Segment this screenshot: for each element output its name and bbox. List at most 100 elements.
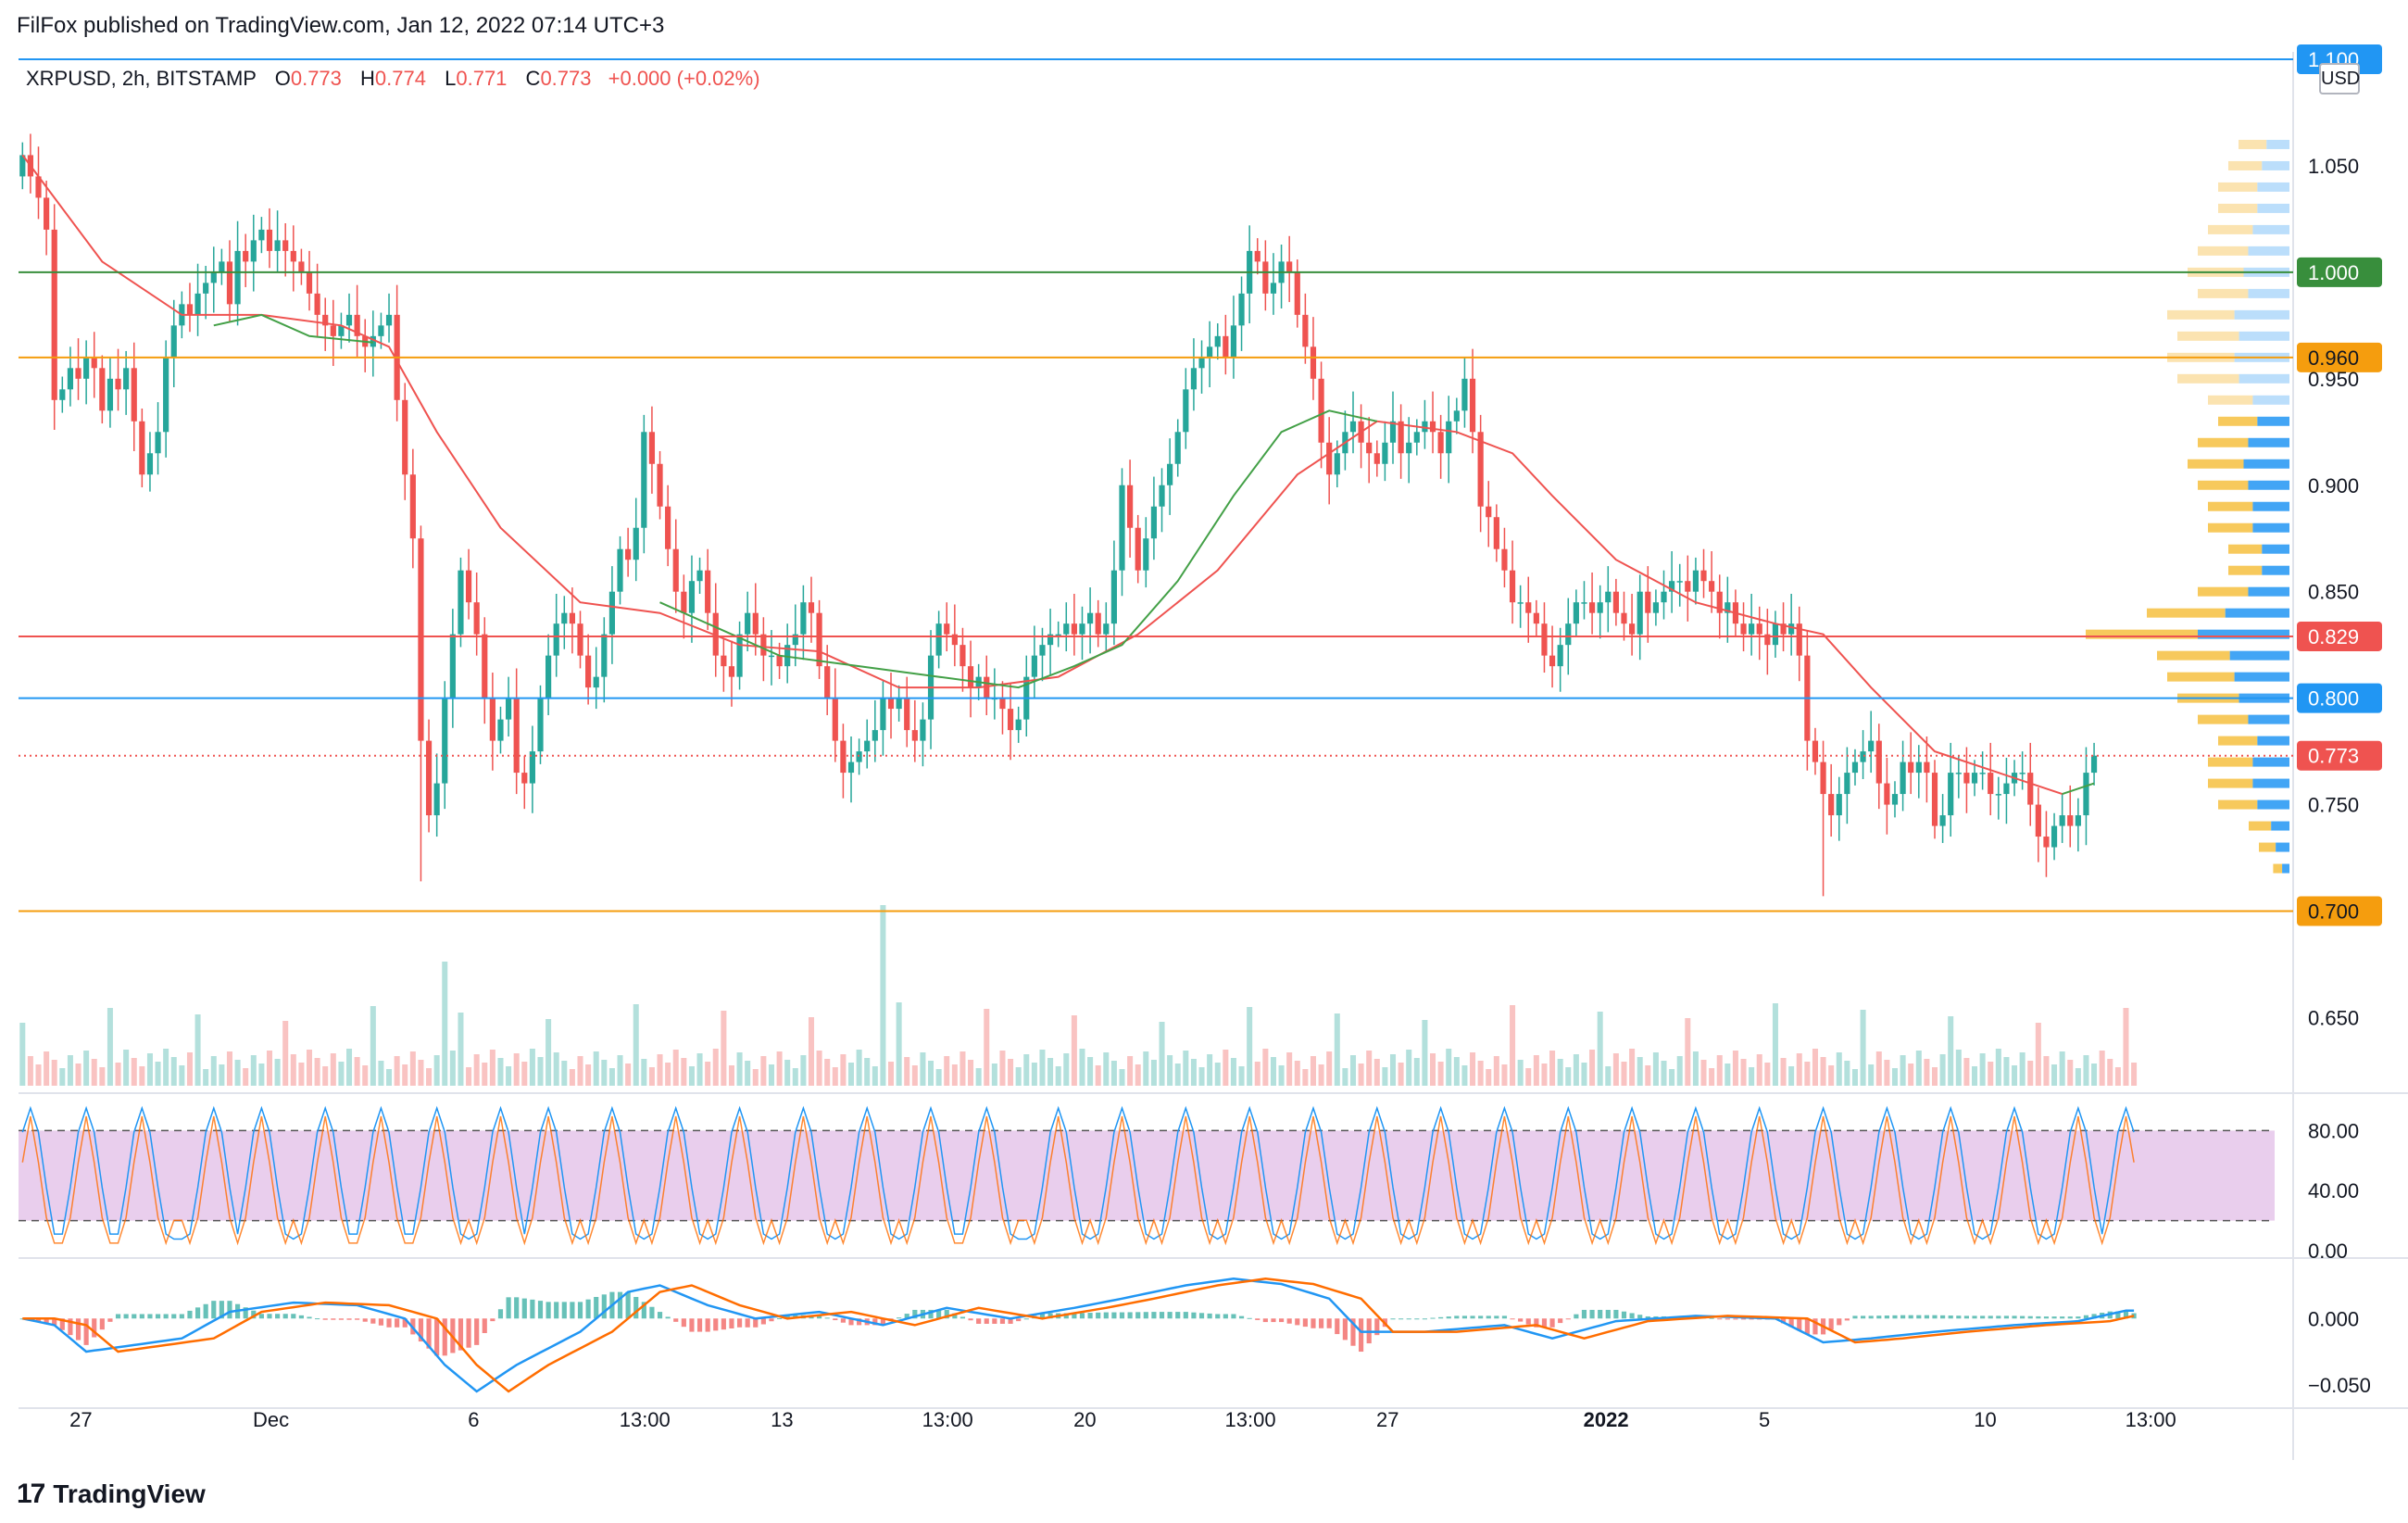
volume-bar <box>2051 1064 2058 1086</box>
macd-histogram-bar <box>992 1318 997 1324</box>
volume-bar <box>1349 1055 1357 1086</box>
candle-body <box>51 229 57 400</box>
macd-histogram-bar <box>331 1318 336 1320</box>
volume-bar <box>760 1056 767 1086</box>
macd-histogram-bar <box>1844 1318 1850 1321</box>
candle-body <box>1931 773 1938 826</box>
volume-bar <box>864 1058 871 1086</box>
candle-body <box>139 421 145 475</box>
candle-body <box>258 229 265 241</box>
macd-histogram-bar <box>1438 1316 1444 1319</box>
candle-body <box>1581 602 1587 604</box>
candle-body <box>1995 794 2001 796</box>
price-label-text: 0.773 <box>2308 745 2359 768</box>
macd-histogram-bar <box>1900 1315 1906 1319</box>
candle-body <box>1135 527 1141 571</box>
volume-bar <box>840 1054 847 1086</box>
macd-histogram-bar <box>298 1315 304 1319</box>
volume-profile-bar <box>2248 586 2289 597</box>
volume-bar <box>601 1060 608 1086</box>
volume-bar <box>657 1054 663 1086</box>
volume-bar <box>991 1064 997 1086</box>
macd-histogram-bar <box>1558 1318 1563 1324</box>
macd-histogram-bar <box>1804 1318 1810 1335</box>
macd-histogram-bar <box>570 1302 575 1319</box>
volume-profile-bar <box>2257 182 2289 192</box>
macd-histogram-bar <box>952 1313 958 1319</box>
candle-body <box>2043 837 2050 848</box>
price-axis-tick: 1.050 <box>2308 155 2359 178</box>
volume-bar <box>83 1051 90 1086</box>
candle-body <box>1597 602 1603 613</box>
volume-profile-bar <box>2262 565 2289 575</box>
volume-bar <box>1724 1064 1731 1086</box>
candle-body <box>728 666 735 677</box>
candle-body <box>1262 261 1269 294</box>
volume-bar <box>1461 1065 1468 1086</box>
macd-histogram-bar <box>426 1318 432 1349</box>
candle-body <box>911 730 918 741</box>
candle-body <box>608 591 616 635</box>
candle-body <box>425 740 433 816</box>
candle-body <box>1900 762 1906 795</box>
volume-profile-bar <box>2228 160 2263 170</box>
candle-body <box>944 623 950 635</box>
macd-histogram-bar <box>681 1318 686 1328</box>
candle-body <box>2035 804 2041 837</box>
macd-histogram-bar <box>736 1318 743 1328</box>
candle-body <box>617 548 623 592</box>
volume-bar <box>944 1056 950 1086</box>
candle-body <box>1533 612 1539 624</box>
candle-body <box>625 548 632 560</box>
macd-histogram-bar <box>179 1314 184 1319</box>
macd-histogram-bar <box>1478 1315 1484 1319</box>
candle-body <box>1652 602 1660 613</box>
volume-bar <box>593 1051 599 1086</box>
macd-histogram-bar <box>1414 1318 1420 1320</box>
candle-body <box>967 666 974 688</box>
candle-body <box>226 261 233 305</box>
volume-bar <box>2067 1060 2074 1086</box>
macd-histogram-bar <box>346 1318 352 1320</box>
candle-body <box>887 698 895 710</box>
candle-body <box>880 698 886 731</box>
candle-body <box>1780 623 1787 635</box>
macd-histogram-bar <box>395 1318 400 1328</box>
volume-bar <box>1605 1066 1612 1086</box>
volume-bar <box>1382 1067 1388 1086</box>
volume-profile-bar <box>2218 182 2258 192</box>
macd-histogram-bar <box>1191 1312 1197 1319</box>
volume-bar <box>816 1051 822 1086</box>
macd-histogram-bar <box>1143 1312 1148 1319</box>
macd-histogram-bar <box>2060 1316 2065 1319</box>
volume-bar <box>1039 1050 1046 1086</box>
volume-bar <box>1955 1050 1962 1086</box>
candle-body <box>99 368 106 411</box>
currency-badge[interactable]: USD <box>2319 63 2360 94</box>
low-value: 0.771 <box>456 67 508 90</box>
candle-body <box>1150 506 1158 539</box>
candle-body <box>1740 623 1747 635</box>
candle-body <box>999 698 1006 710</box>
candle-body <box>1700 570 1707 582</box>
volume-profile-bar <box>2248 245 2289 256</box>
volume-bar <box>51 1060 57 1086</box>
time-axis-tick: 27 <box>1376 1408 1398 1431</box>
price-label-text: 1.000 <box>2308 261 2359 284</box>
candle-body <box>1389 421 1397 443</box>
macd-histogram-bar <box>1286 1318 1292 1324</box>
volume-bar <box>282 1021 289 1086</box>
volume-profile-bar <box>2198 629 2289 639</box>
volume-profile-bar <box>2252 778 2289 788</box>
macd-histogram-bar <box>1621 1311 1627 1319</box>
change-value: +0.000 (+0.02%) <box>608 67 760 90</box>
macd-histogram-bar <box>1223 1314 1228 1319</box>
candle-body <box>545 655 552 699</box>
macd-histogram-bar <box>833 1318 838 1321</box>
volume-bar <box>1230 1058 1236 1086</box>
price-axis-tick: 0.900 <box>2308 474 2359 497</box>
volume-bar <box>1103 1052 1110 1086</box>
volume-bar <box>1700 1060 1707 1086</box>
volume-bar <box>322 1066 329 1086</box>
